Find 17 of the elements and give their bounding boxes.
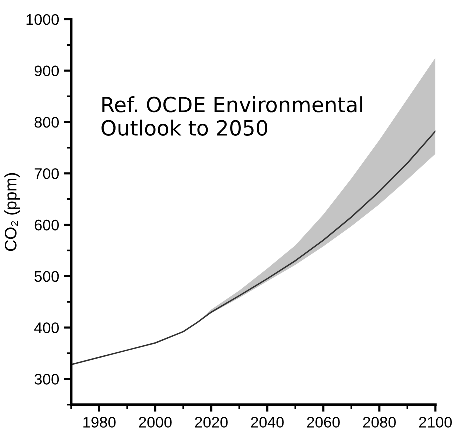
- y-tick-label: 500: [34, 271, 60, 282]
- y-tick-label: 900: [34, 66, 60, 77]
- x-tick-label: 2080: [363, 417, 396, 428]
- y-axis-title: CO₂ (ppm): [4, 173, 20, 252]
- x-tick-label: 2100: [419, 417, 452, 428]
- x-tick-label: 2060: [307, 417, 340, 428]
- annotation: Ref. OCDE Environmental Outlook to 2050: [102, 96, 362, 136]
- x-tick-label: 1980: [84, 417, 116, 428]
- y-tick-label: 700: [34, 168, 60, 180]
- y-tick-label: 600: [34, 220, 60, 231]
- x-tick-label: 2000: [139, 417, 172, 428]
- y-tick-label: 300: [34, 374, 60, 385]
- y-tick-label: 1000: [26, 14, 60, 26]
- y-tick-label: 800: [34, 117, 60, 128]
- x-tick-label: 2040: [251, 417, 284, 428]
- x-tick-label: 2020: [195, 417, 228, 428]
- y-tick-label: 400: [34, 322, 60, 334]
